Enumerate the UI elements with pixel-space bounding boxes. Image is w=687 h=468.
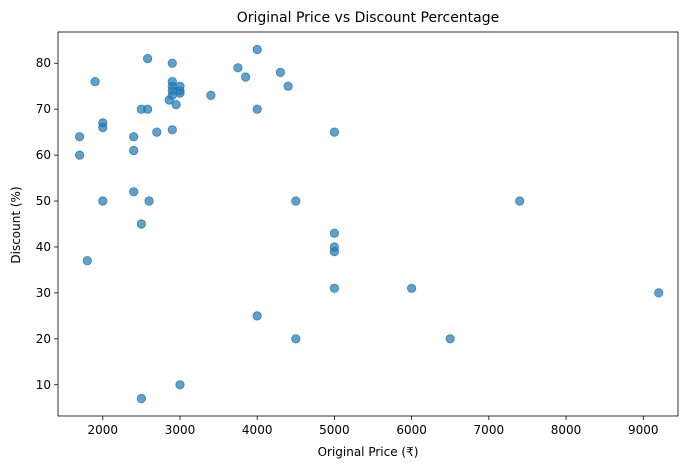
x-axis-label: Original Price (₹) bbox=[318, 445, 419, 459]
y-axis-label: Discount (%) bbox=[9, 186, 23, 263]
scatter-point bbox=[283, 81, 293, 91]
scatter-point bbox=[291, 334, 301, 344]
y-tick-label: 70 bbox=[36, 102, 51, 116]
scatter-point bbox=[167, 90, 177, 101]
scatter-point bbox=[406, 283, 417, 293]
scatter-point bbox=[329, 127, 339, 137]
x-tick-label: 3000 bbox=[165, 423, 196, 437]
scatter-point bbox=[75, 132, 85, 142]
x-tick-label: 2000 bbox=[88, 423, 119, 437]
scatter-point bbox=[136, 393, 146, 404]
y-tick-label: 40 bbox=[36, 240, 51, 254]
x-axis-ticks: 2000 3000 4000 5000 6000 7000 8000 9000 bbox=[88, 416, 659, 437]
scatter-point bbox=[167, 125, 177, 135]
scatter-point bbox=[143, 104, 153, 114]
scatter-point bbox=[445, 334, 455, 344]
scatter-point bbox=[654, 288, 664, 298]
y-tick-label: 20 bbox=[36, 332, 51, 346]
x-tick-label: 6000 bbox=[396, 423, 427, 437]
scatter-point bbox=[136, 219, 146, 229]
scatter-point bbox=[129, 132, 139, 142]
scatter-point bbox=[275, 67, 285, 78]
scatter-point bbox=[206, 90, 216, 101]
scatter-point bbox=[129, 145, 139, 156]
y-tick-label: 60 bbox=[36, 148, 51, 162]
scatter-point bbox=[167, 58, 177, 68]
y-tick-label: 10 bbox=[36, 378, 51, 392]
scatter-point bbox=[233, 63, 243, 73]
scatter-point bbox=[90, 77, 100, 87]
scatter-points bbox=[75, 44, 664, 404]
scatter-point bbox=[252, 104, 262, 114]
scatter-point bbox=[75, 150, 85, 160]
scatter-point bbox=[329, 247, 339, 257]
y-tick-label: 30 bbox=[36, 286, 51, 300]
scatter-point bbox=[175, 88, 185, 98]
scatter-point bbox=[143, 53, 153, 64]
x-tick-label: 5000 bbox=[319, 423, 350, 437]
scatter-point bbox=[175, 380, 185, 390]
scatter-point bbox=[144, 196, 154, 206]
scatter-point bbox=[291, 196, 301, 206]
scatter-point bbox=[252, 44, 262, 55]
scatter-point bbox=[129, 187, 139, 197]
scatter-point bbox=[329, 228, 339, 238]
scatter-point bbox=[98, 196, 108, 206]
scatter-point bbox=[252, 311, 262, 321]
y-tick-label: 80 bbox=[36, 56, 51, 70]
chart-title: Original Price vs Discount Percentage bbox=[237, 10, 500, 26]
scatter-point bbox=[171, 100, 181, 110]
y-axis-ticks: 10 20 30 40 50 60 70 80 bbox=[36, 56, 58, 392]
scatter-point bbox=[241, 72, 251, 82]
y-tick-label: 50 bbox=[36, 194, 51, 208]
x-tick-label: 4000 bbox=[242, 423, 273, 437]
plot-frame bbox=[57, 31, 679, 417]
scatter-point bbox=[152, 127, 162, 137]
x-tick-label: 7000 bbox=[474, 423, 505, 437]
x-tick-label: 8000 bbox=[551, 423, 582, 437]
scatter-point bbox=[82, 256, 92, 266]
scatter-point bbox=[98, 122, 108, 133]
scatter-point bbox=[515, 196, 525, 206]
x-tick-label: 9000 bbox=[628, 423, 659, 437]
scatter-point bbox=[329, 283, 339, 293]
